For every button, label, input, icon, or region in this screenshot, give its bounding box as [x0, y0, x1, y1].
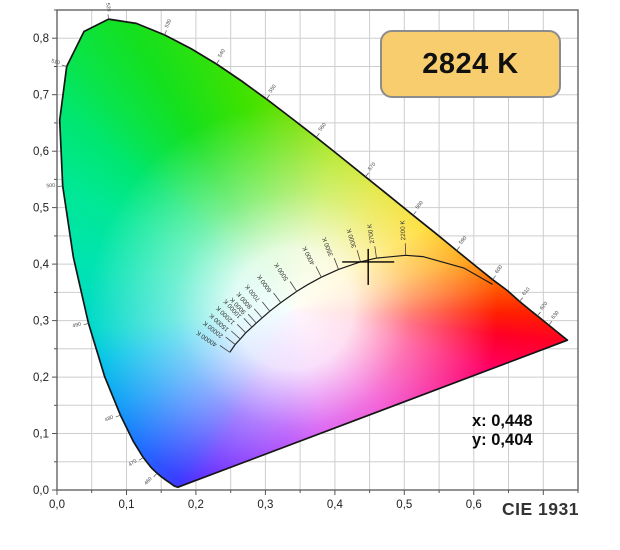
wavelength-label: 500: [46, 183, 55, 190]
cct-tick: [225, 336, 236, 345]
y-axis-tick-label: 0,2: [33, 372, 49, 384]
cct-label: 4000 K: [301, 244, 316, 266]
planckian-locus-curve: [229, 254, 493, 353]
wavelength-label: 550: [268, 84, 278, 95]
wavelength-tick: [164, 30, 167, 36]
wavelength-tick: [83, 323, 89, 326]
wavelength-label: 510: [51, 58, 61, 66]
wavelength-label: 560: [318, 122, 328, 133]
wavelength-label: 470: [128, 458, 139, 468]
wavelength-tick: [153, 472, 158, 478]
plot-border: [56, 9, 579, 491]
wavelength-label: 610: [521, 286, 531, 297]
x-axis-tick-label: 0,6: [466, 499, 482, 511]
y-axis-tick-label: 0,0: [33, 485, 49, 497]
wavelength-label: 620: [539, 301, 549, 312]
cct-tick: [315, 266, 322, 278]
wavelength-tick: [548, 320, 553, 326]
x-axis-tick-label: 0,1: [119, 499, 135, 511]
y-axis-tick-label: 0,7: [33, 90, 49, 102]
wavelength-label: 590: [458, 235, 468, 246]
y-axis-tick-label: 0,3: [33, 316, 49, 328]
cct-label: 3000 K: [346, 227, 359, 249]
cct-tick: [247, 313, 257, 324]
cct-badge: 2824 K: [380, 30, 561, 98]
xy-readout: x: 0,448 y: 0,404: [472, 412, 533, 449]
spectral-locus-outline: [58, 18, 569, 489]
cct-tick: [261, 301, 271, 312]
y-axis-tick-label: 0,8: [33, 33, 49, 45]
wavelength-tick: [315, 133, 320, 138]
cct-label: 2200 K: [400, 219, 408, 240]
cct-label: 5000 K: [273, 261, 290, 282]
y-axis-tick-label: 0,4: [33, 259, 50, 271]
wavelength-tick: [365, 172, 369, 178]
cct-tick: [219, 345, 231, 353]
wavelength-label: 530: [164, 18, 173, 28]
x-readout: x: 0,448: [472, 412, 533, 430]
wavelength-label: 540: [217, 48, 227, 59]
wavelength-tick: [138, 457, 144, 461]
x-axis-tick-label: 0,4: [327, 499, 344, 511]
diagram-title: CIE 1931: [502, 499, 579, 519]
cct-tick: [289, 281, 298, 292]
cct-tick: [333, 258, 339, 270]
marker-cross: [342, 248, 395, 285]
cct-tick: [374, 246, 377, 259]
wavelength-tick: [107, 14, 109, 20]
wavelength-tick: [115, 414, 121, 418]
y-readout: y: 0,404: [472, 430, 533, 449]
x-axis-tick-label: 0,2: [188, 499, 204, 511]
y-axis-tick-label: 0,1: [33, 429, 49, 441]
y-axis-tick-label: 0,6: [33, 146, 49, 158]
wavelength-tick: [61, 64, 67, 67]
wavelength-label: 460: [143, 476, 153, 487]
wavelength-label: 630: [550, 310, 560, 321]
cct-tick: [243, 318, 253, 328]
wavelength-tick: [537, 311, 541, 317]
cct-tick: [356, 250, 361, 262]
wavelength-labels: 460 470 480 490 500 510 520 530 540 550 560 570 580 5…: [46, 3, 560, 487]
cct-tick: [273, 292, 282, 303]
wavelength-label: 490: [72, 321, 82, 329]
wavelength-label: 580: [415, 200, 425, 211]
x-axis-tick-label: 0,5: [396, 499, 412, 511]
x-axis-tick-label: 0,3: [257, 499, 273, 511]
wavelength-tick: [519, 297, 524, 302]
wavelength-tick: [266, 94, 270, 100]
y-axis-tick-label: 0,5: [33, 203, 49, 215]
wavelength-label: 480: [104, 414, 114, 423]
cct-label: 6000 K: [256, 273, 274, 294]
x-axis-tick-label: 0,0: [49, 499, 65, 511]
cct-tick: [253, 308, 263, 319]
wavelength-label: 600: [494, 264, 504, 275]
wavelength-tick: [57, 185, 63, 187]
cct-label: 3500 K: [321, 235, 335, 257]
wavelength-tick: [492, 275, 496, 280]
cct-tick: [236, 324, 246, 334]
wavelength-tick: [216, 59, 220, 65]
cct-label: 2700 K: [366, 222, 376, 244]
cct-tick: [231, 330, 241, 340]
cct-badge-label: 2824 K: [422, 47, 519, 80]
wavelength-label: 570: [367, 162, 377, 173]
wavelength-tick: [412, 211, 417, 216]
wavelength-label: 520: [104, 3, 111, 13]
wavelength-tick: [456, 246, 460, 251]
axis-ticks-and-labels: 0,0 0,1 0,2 0,3 0,4 0,5 0,6 0,0 0,1 0,2 0,3 0,4 0,5 0…: [33, 9, 579, 511]
